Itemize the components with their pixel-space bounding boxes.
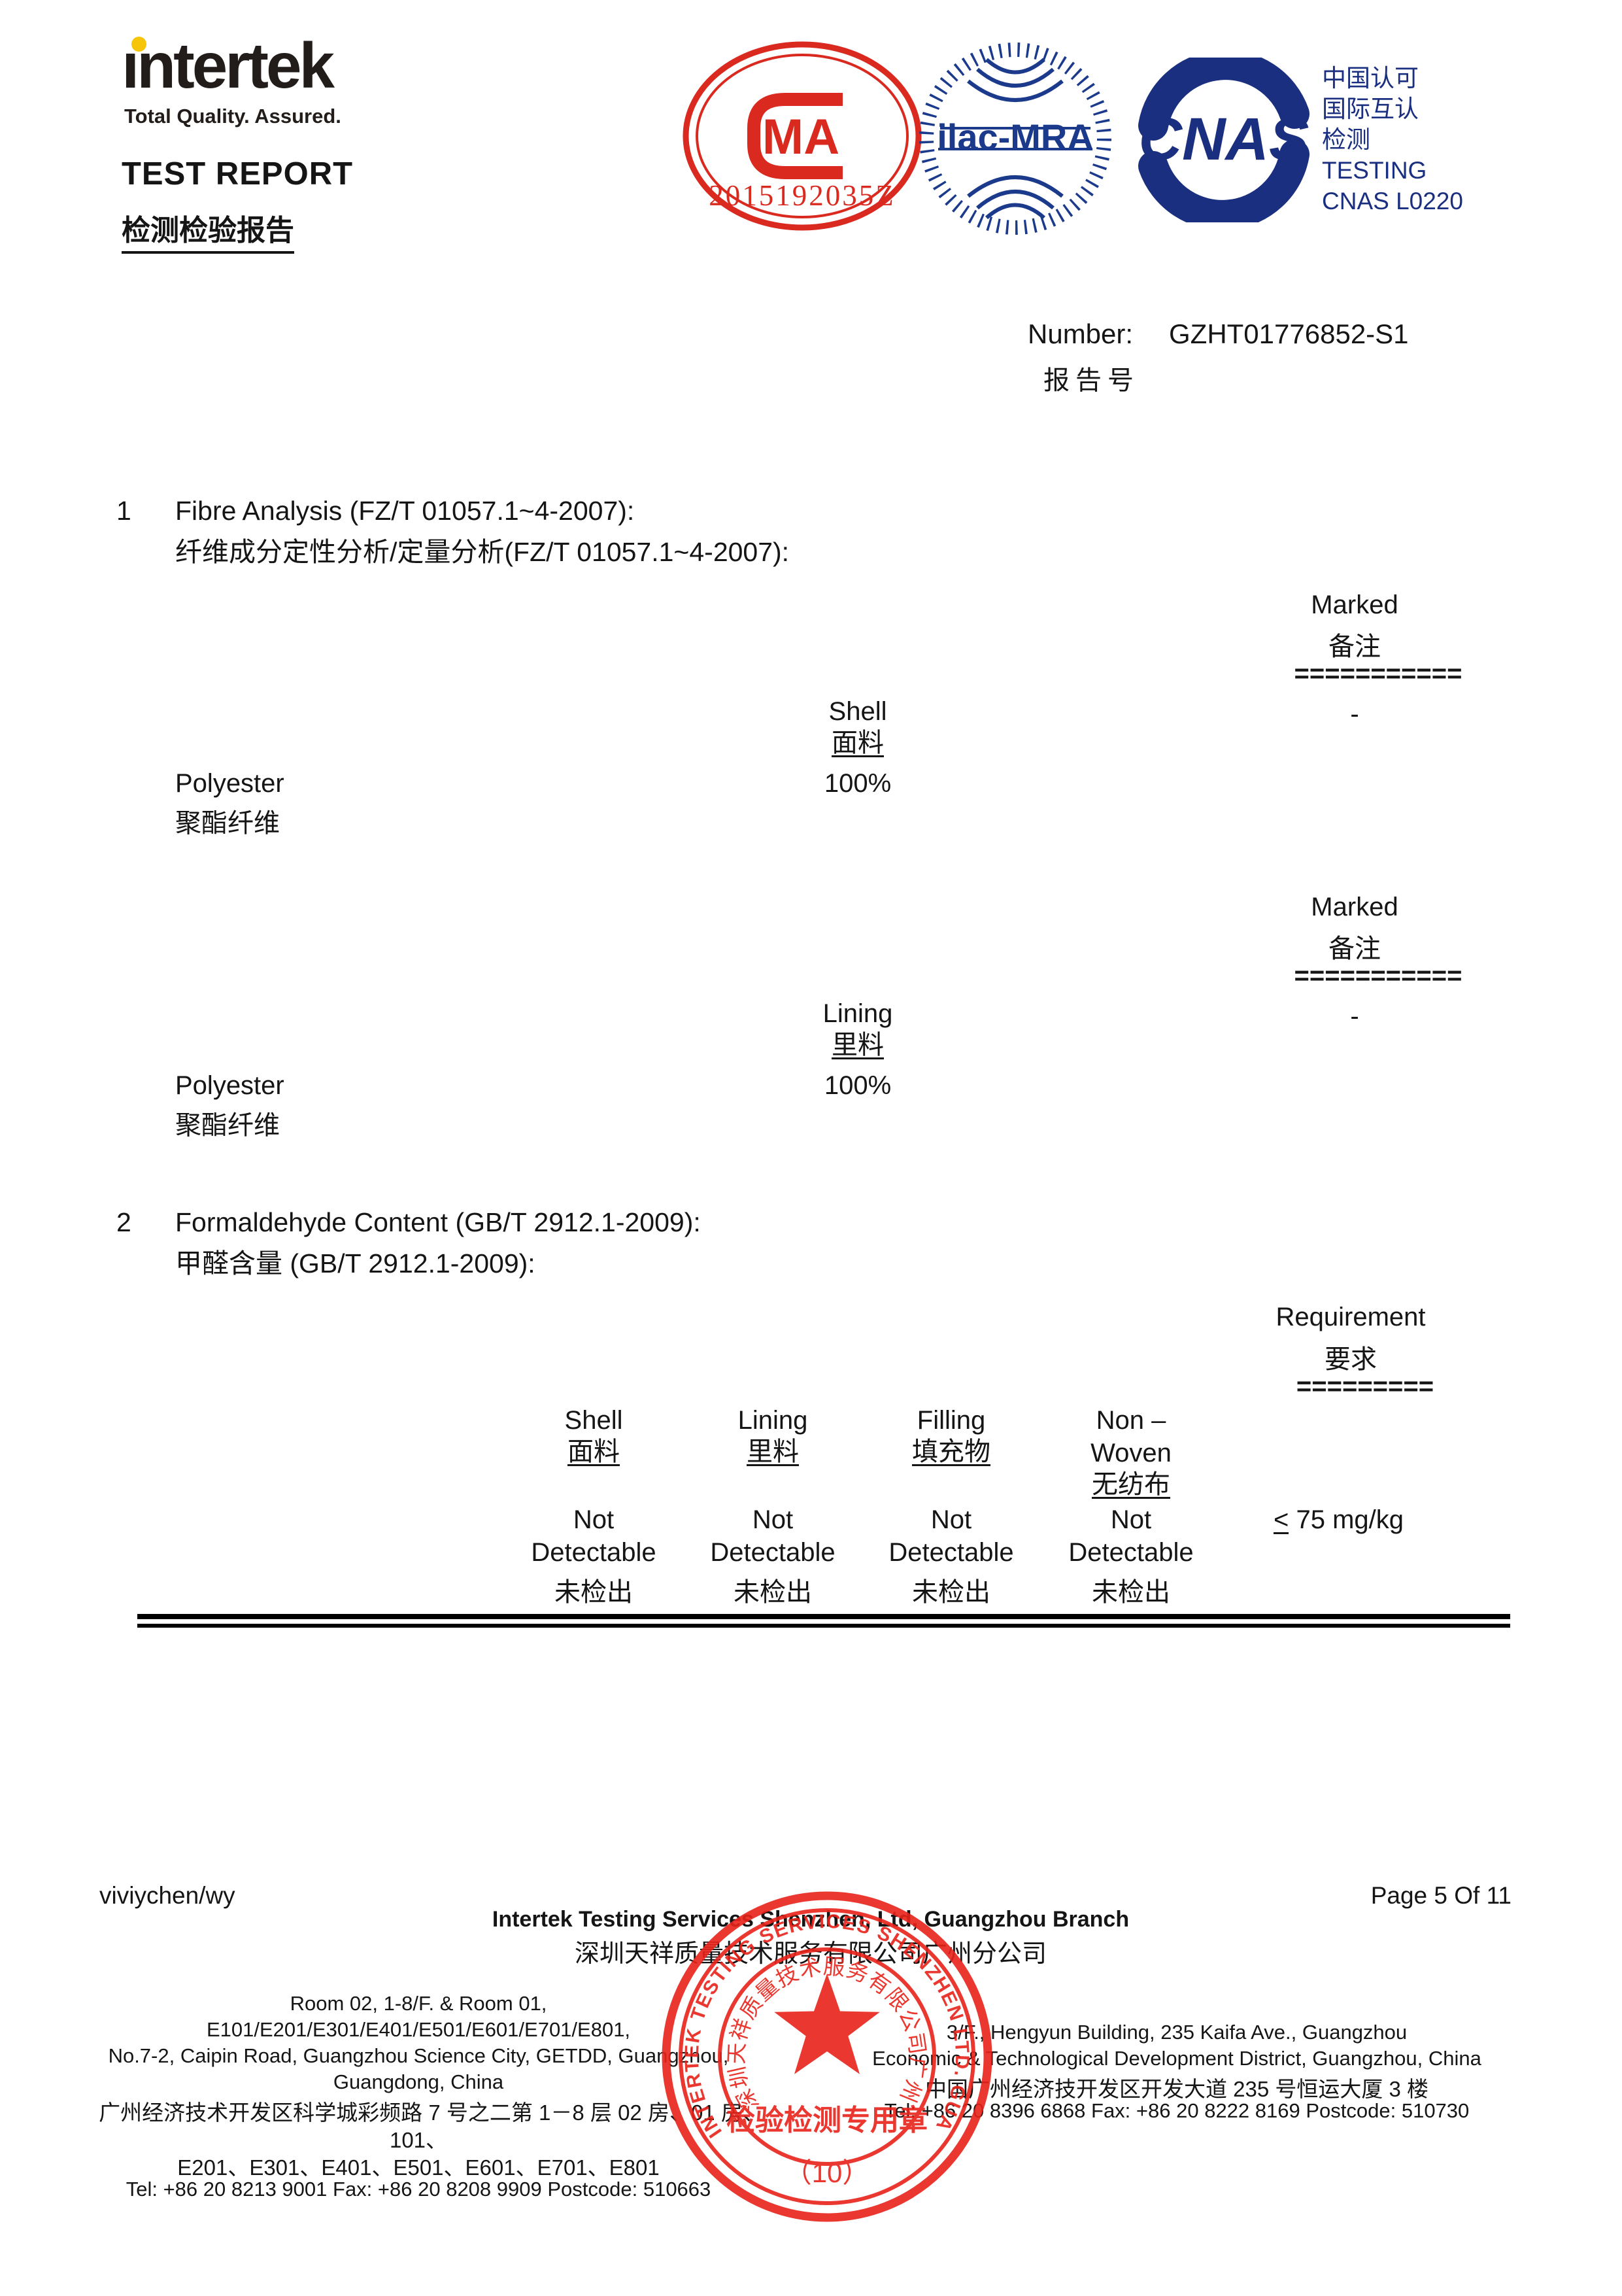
section2-title: Formaldehyde Content (GB/T 2912.1-2009): bbox=[175, 1207, 701, 1237]
ilac-mra-label: ilac-MRA bbox=[937, 116, 1094, 158]
section1-title-cn: 纤维成分定性分析/定量分析(FZ/T 01057.1~4-2007): bbox=[175, 537, 790, 567]
seal-center-text: 检验检测专用章 bbox=[726, 2104, 928, 2136]
table-bottom-rule bbox=[137, 1624, 1510, 1628]
result-value-cn: 未检出 bbox=[1092, 1578, 1170, 1607]
material-name: Polyester bbox=[175, 769, 284, 798]
cma-stamp-icon: MA 2015192035Z bbox=[683, 41, 922, 231]
requirement-divider: ========= bbox=[1296, 1372, 1434, 1401]
section2-index: 2 bbox=[116, 1207, 131, 1237]
result-value: Not bbox=[752, 1505, 794, 1534]
requirement-label-cn: 要求 bbox=[1325, 1345, 1377, 1374]
marked-label-cn: 备注 bbox=[1328, 632, 1381, 661]
marked-value: - bbox=[1350, 700, 1359, 728]
intertek-logo: ıntertek bbox=[122, 29, 335, 101]
result-value: Not bbox=[1110, 1505, 1152, 1534]
marked-divider: =========== bbox=[1294, 961, 1462, 990]
address-line: E101/E201/E301/E401/E501/E601/E701/E801, bbox=[206, 2018, 631, 2041]
result-value: Not bbox=[930, 1505, 972, 1534]
cma-number: 2015192035Z bbox=[709, 179, 896, 212]
marked-label: Marked bbox=[1311, 591, 1398, 619]
address-line: No.7-2, Caipin Road, Guangzhou Science C… bbox=[108, 2044, 729, 2067]
report-title: TEST REPORT bbox=[122, 156, 354, 192]
requirement-value: < 75 mg/kg bbox=[1274, 1505, 1404, 1534]
address-line: Room 02, 1-8/F. & Room 01, bbox=[290, 1992, 547, 2015]
address-line: 3/F., Hengyun Building, 235 Kaifa Ave., … bbox=[946, 2021, 1408, 2044]
material-value: 100% bbox=[824, 769, 892, 798]
address-line: E201、E301、E401、E501、E601、E701、E801 bbox=[177, 2155, 660, 2180]
cnas-stamp-icon: CNAS bbox=[1138, 58, 1309, 222]
column-header: Shell bbox=[564, 1406, 623, 1435]
address-line: Guangdong, China bbox=[333, 2070, 504, 2093]
seal-star-icon bbox=[774, 1974, 880, 2074]
report-title-cn: 检测检验报告 bbox=[122, 207, 294, 254]
logo-yellow-dot-icon bbox=[131, 37, 146, 52]
column-header: Lining bbox=[737, 1406, 808, 1435]
result-value: Detectable bbox=[531, 1538, 656, 1567]
column-header: Filling bbox=[917, 1406, 986, 1435]
material-name: Polyester bbox=[175, 1071, 284, 1100]
cnas-caption-line: 中国认可 bbox=[1322, 65, 1419, 92]
requirement-label: Requirement bbox=[1276, 1303, 1426, 1331]
report-number-label: Number: bbox=[1028, 318, 1134, 349]
cma-label: MA bbox=[762, 109, 839, 165]
column-header: Non – bbox=[1096, 1406, 1166, 1435]
column-header-cn: 面料 bbox=[567, 1437, 620, 1466]
address-line: Tel: +86 20 8213 9001 Fax: +86 20 8208 9… bbox=[126, 2178, 711, 2201]
cnas-caption-line: 检测 bbox=[1322, 126, 1370, 153]
component-label: Lining bbox=[822, 999, 893, 1028]
material-value: 100% bbox=[824, 1071, 892, 1100]
marked-value: - bbox=[1350, 1002, 1359, 1031]
component-label-cn: 里料 bbox=[832, 1031, 884, 1059]
component-label-cn: 面料 bbox=[832, 728, 884, 757]
marked-label: Marked bbox=[1311, 893, 1398, 921]
logo-tagline: Total Quality. Assured. bbox=[124, 105, 341, 128]
result-value: Not bbox=[573, 1505, 615, 1534]
cnas-label: CNAS bbox=[1139, 106, 1309, 173]
result-value-cn: 未检出 bbox=[734, 1578, 812, 1607]
result-value-cn: 未检出 bbox=[554, 1578, 633, 1607]
section2-title-cn: 甲醛含量 (GB/T 2912.1-2009): bbox=[175, 1248, 535, 1278]
footer-author: viviychen/wy bbox=[99, 1882, 235, 1909]
marked-divider: =========== bbox=[1294, 659, 1462, 688]
address-line: 101、 bbox=[389, 2128, 448, 2152]
column-header-cn: 填充物 bbox=[912, 1437, 990, 1466]
cnas-caption-line: TESTING bbox=[1322, 157, 1427, 184]
column-header-cn: 无纺布 bbox=[1092, 1470, 1170, 1499]
company-seal-icon: INTERTEK TESTING SERVICES SHENZHEN LTD. … bbox=[662, 1891, 992, 2222]
cnas-caption-line: 国际互认 bbox=[1322, 95, 1419, 122]
footer-company-cn: 深圳天祥质量技术服务有限公司广州分公司 bbox=[574, 1940, 1047, 1968]
footer-page-number: Page 5 Of 11 bbox=[1370, 1882, 1512, 1909]
result-value: Detectable bbox=[888, 1538, 1014, 1567]
result-value: Detectable bbox=[1068, 1538, 1194, 1567]
marked-label-cn: 备注 bbox=[1328, 934, 1381, 963]
table-bottom-rule bbox=[137, 1614, 1510, 1619]
address-line: 广州经济技术开发区科学城彩频路 7 号之二第 1－8 层 02 房、01 房、 bbox=[99, 2100, 764, 2125]
cnas-caption: 中国认可 国际互认 检测 TESTING CNAS L0220 bbox=[1322, 63, 1463, 216]
report-number-label-cn: 报告号 bbox=[1043, 366, 1140, 395]
section1-title: Fibre Analysis (FZ/T 01057.1~4-2007): bbox=[175, 496, 635, 526]
material-name-cn: 聚酯纤维 bbox=[175, 1111, 280, 1140]
report-number-value: GZHT01776852-S1 bbox=[1169, 318, 1409, 349]
result-value: Detectable bbox=[710, 1538, 836, 1567]
column-header-cn: 里料 bbox=[747, 1437, 799, 1466]
section1-index: 1 bbox=[116, 496, 131, 526]
cma-c-glyph bbox=[747, 93, 843, 179]
column-header-line2: Woven bbox=[1090, 1439, 1172, 1467]
cnas-caption-line: CNAS L0220 bbox=[1322, 188, 1463, 214]
result-value-cn: 未检出 bbox=[912, 1578, 990, 1607]
seal-center-sub: （10） bbox=[785, 2157, 870, 2188]
ilac-mra-stamp-icon: ilac-MRA bbox=[919, 43, 1111, 235]
material-name-cn: 聚酯纤维 bbox=[175, 809, 280, 838]
component-label: Shell bbox=[828, 697, 887, 726]
address-line: 中国广州经济技开发区开发大道 235 号恒运大厦 3 楼 bbox=[924, 2077, 1429, 2101]
